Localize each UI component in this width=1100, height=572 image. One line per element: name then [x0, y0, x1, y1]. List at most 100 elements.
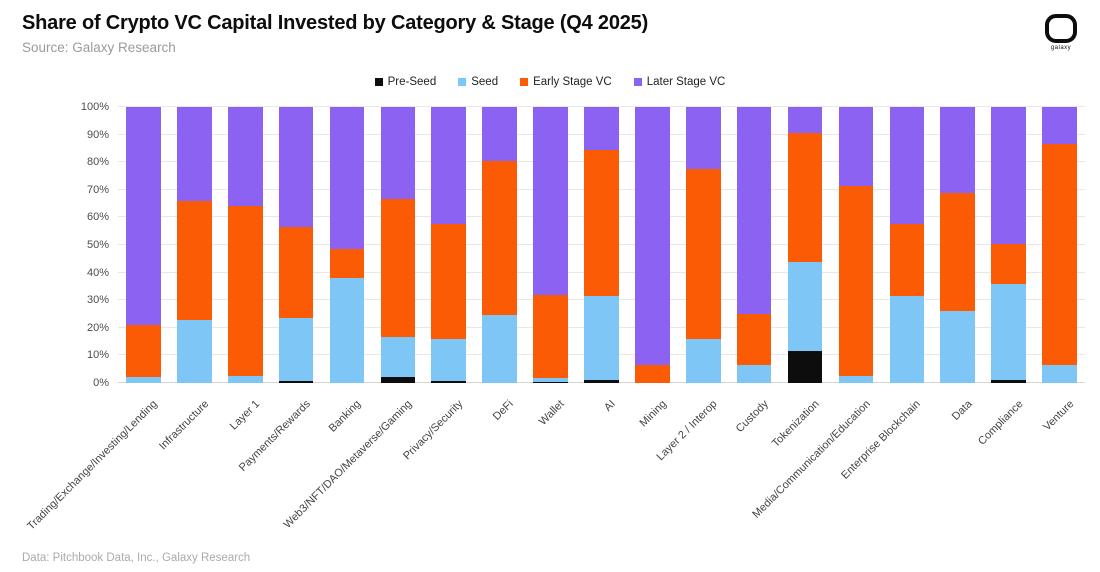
- segment-early-stage-vc: [482, 160, 517, 316]
- x-category-label: Data: [949, 398, 975, 423]
- segment-early-stage-vc: [584, 149, 619, 297]
- page-title: Share of Crypto VC Capital Invested by C…: [22, 12, 649, 34]
- x-category-label: Banking: [326, 398, 364, 435]
- bar-column: [431, 107, 467, 383]
- x-axis-labels: Trading/Exchange/Investing/Lending Infras…: [0, 388, 1100, 548]
- gridline: [118, 106, 1085, 107]
- y-tick-label: 40%: [86, 266, 109, 279]
- segment-later-stage-vc: [736, 107, 772, 315]
- bar-slot: [729, 107, 780, 383]
- bar-column: [380, 107, 416, 383]
- segment-later-stage-vc: [329, 107, 365, 250]
- y-tick-label: 10%: [86, 349, 109, 362]
- bar-column: [635, 107, 670, 383]
- segment-early-stage-vc: [1042, 144, 1077, 366]
- y-tick-label: 0%: [93, 377, 109, 389]
- segment-early-stage-vc: [126, 325, 161, 378]
- bar-slot: [525, 107, 576, 383]
- segment-early-stage-vc: [685, 169, 721, 339]
- bar-slot: [678, 107, 729, 383]
- bar-column: [584, 107, 619, 383]
- segment-pre-seed: [787, 351, 823, 383]
- x-category-label: Venture: [1040, 398, 1077, 434]
- segment-early-stage-vc: [940, 192, 975, 312]
- bar-slot: [220, 107, 271, 383]
- bar-slot: [322, 107, 373, 383]
- bar-column: [940, 107, 975, 383]
- segment-seed: [227, 376, 263, 383]
- bar-slot: [627, 107, 678, 383]
- x-category-label: DeFi: [491, 398, 517, 423]
- segment-seed: [584, 296, 619, 381]
- segment-seed: [685, 338, 721, 383]
- segment-seed: [838, 376, 874, 383]
- chart-legend: Pre-Seed Seed Early Stage VC Later Stage VC: [0, 76, 1100, 88]
- segment-later-stage-vc: [991, 107, 1026, 244]
- x-category-label: Infrastructure: [156, 398, 211, 453]
- segment-early-stage-vc: [838, 185, 874, 377]
- legend-label: Seed: [471, 76, 499, 88]
- legend-label: Later Stage VC: [646, 76, 726, 88]
- legend-item-pre-seed: Pre-Seed: [374, 76, 436, 88]
- segment-later-stage-vc: [889, 107, 925, 225]
- bar-column: [838, 107, 874, 383]
- bar-column: [126, 107, 161, 383]
- legend-swatch-icon: [374, 78, 383, 86]
- bar-slot: [423, 107, 474, 383]
- segment-early-stage-vc: [889, 224, 925, 297]
- legend-item-early-stage-vc: Early Stage VC: [520, 76, 612, 88]
- bar-slot: [983, 107, 1034, 383]
- x-category-label: Mining: [637, 398, 669, 430]
- bar-column: [991, 107, 1026, 383]
- bar-column: [533, 107, 568, 383]
- legend-swatch-icon: [520, 78, 529, 86]
- segment-early-stage-vc: [736, 314, 772, 366]
- source-caption: Source: Galaxy Research: [22, 40, 176, 55]
- segment-seed: [278, 318, 314, 382]
- segment-seed: [380, 337, 416, 378]
- segment-seed: [177, 319, 212, 383]
- segment-seed: [329, 278, 365, 383]
- bar-slot: [780, 107, 831, 383]
- y-tick-label: 50%: [86, 239, 109, 251]
- bar-slot: [372, 107, 423, 383]
- segment-seed: [431, 338, 467, 382]
- bar-slot: [474, 107, 525, 383]
- segment-seed: [126, 377, 161, 383]
- segment-seed: [736, 365, 772, 383]
- segment-early-stage-vc: [329, 249, 365, 279]
- segment-pre-seed: [431, 381, 467, 383]
- bar-column: [227, 107, 263, 383]
- bar-slot: [830, 107, 881, 383]
- segment-early-stage-vc: [431, 224, 467, 339]
- x-category-label: Compliance: [975, 398, 1026, 448]
- y-tick-label: 70%: [86, 183, 109, 196]
- legend-label: Early Stage VC: [533, 76, 612, 88]
- bars-container: [118, 107, 1085, 383]
- bar-slot: [576, 107, 627, 383]
- y-tick-label: 90%: [86, 128, 109, 141]
- segment-early-stage-vc: [177, 200, 212, 320]
- bar-slot: [881, 107, 932, 383]
- segment-pre-seed: [584, 380, 619, 383]
- bar-column: [482, 107, 517, 383]
- legend-item-seed: Seed: [458, 76, 498, 88]
- bar-column: [685, 107, 721, 383]
- plot-area: 0% 10% 20% 30% 40% 50% 60% 70% 80% 90% 100%: [81, 101, 1085, 389]
- segment-pre-seed: [533, 381, 568, 383]
- bar-slot: [118, 107, 169, 383]
- segment-later-stage-vc: [380, 107, 416, 200]
- segment-seed: [991, 283, 1026, 381]
- segment-later-stage-vc: [533, 107, 568, 295]
- bar-slot: [1034, 107, 1085, 383]
- bar-column: [889, 107, 925, 383]
- segment-early-stage-vc: [278, 227, 314, 319]
- segment-later-stage-vc: [482, 107, 517, 161]
- segment-pre-seed: [380, 377, 416, 383]
- segment-early-stage-vc: [533, 294, 568, 378]
- x-category-label: Wallet: [537, 398, 568, 428]
- segment-seed: [482, 315, 517, 383]
- galaxy-logo-word: galaxy: [1050, 45, 1072, 51]
- bar-column: [177, 107, 212, 383]
- segment-pre-seed: [278, 381, 314, 383]
